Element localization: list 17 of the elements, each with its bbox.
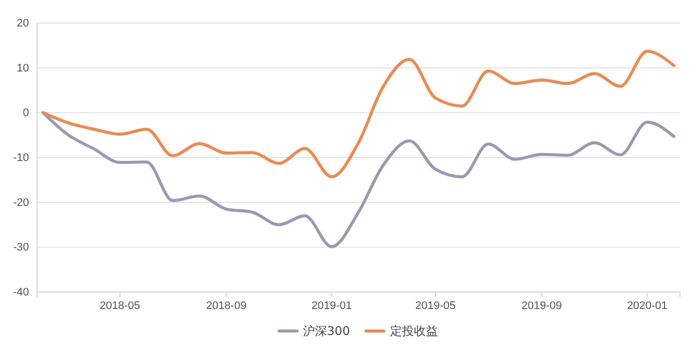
legend-label: 沪深300 [303,324,350,338]
x-tick-label: 2018-09 [206,300,246,312]
x-tick-label: 2019-09 [522,300,562,312]
x-tick-label: 2020-01 [626,300,668,312]
legend-label: 定投收益 [390,324,438,338]
y-tick-label: 20 [16,18,29,30]
y-tick-label: -20 [13,196,29,209]
y-tick-label: -40 [13,286,29,299]
y-tick-label: 10 [16,62,29,74]
x-tick-label: 2019-01 [312,300,352,312]
y-tick-label: -10 [13,152,29,164]
line-series [42,50,676,178]
line-series [42,111,676,248]
x-tick-label: 2019-05 [415,300,456,312]
y-tick-label: -30 [13,242,29,254]
x-tick-label: 2018-05 [100,300,140,312]
y-tick-label: 0 [22,107,29,120]
